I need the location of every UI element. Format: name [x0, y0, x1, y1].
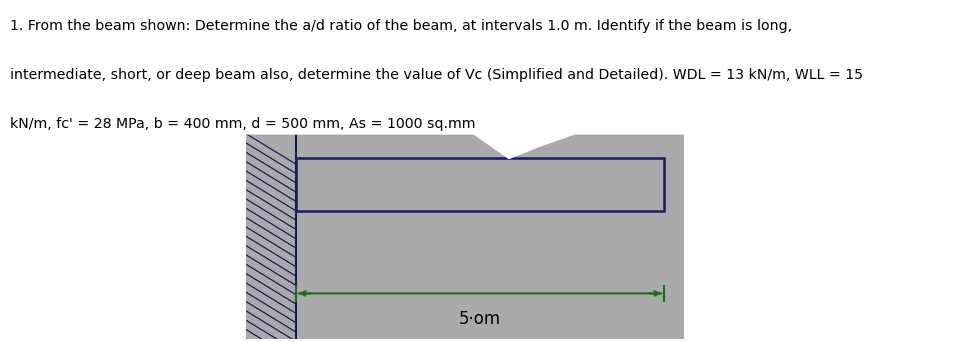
Text: intermediate, short, or deep beam also, determine the value of Vc (Simplified an: intermediate, short, or deep beam also, …: [10, 68, 863, 82]
Text: 1. From the beam shown: Determine the a/d ratio of the beam, at intervals 1.0 m.: 1. From the beam shown: Determine the a/…: [10, 19, 792, 33]
Text: 5·om: 5·om: [459, 310, 501, 328]
Bar: [296, 158, 664, 211]
Text: kN/m, fc' = 28 MPa, b = 400 mm, d = 500 mm, As = 1000 sq.mm: kN/m, fc' = 28 MPa, b = 400 mm, d = 500 …: [10, 117, 475, 131]
